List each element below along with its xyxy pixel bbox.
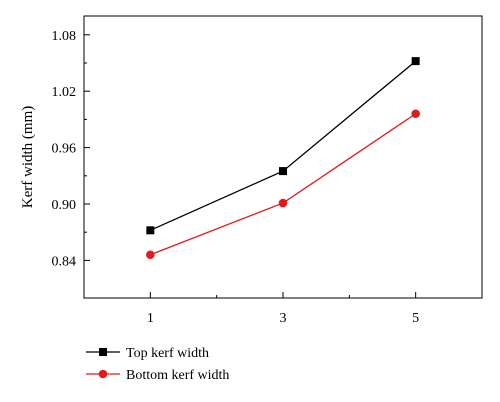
- y-tick-label: 0.96: [52, 142, 77, 157]
- x-axis: 1 3 5: [147, 292, 419, 326]
- legend-marker-square: [99, 348, 107, 356]
- y-tick-label: 0.90: [52, 198, 77, 213]
- data-point-square: [146, 226, 155, 235]
- legend-label: Top kerf width: [126, 346, 209, 361]
- data-point-circle: [278, 198, 288, 208]
- legend-marker-circle: [98, 369, 108, 379]
- series-layer: [146, 57, 420, 260]
- series-bottom-kerf-width: [146, 109, 420, 260]
- y-tick-label: 0.84: [52, 254, 77, 269]
- x-tick-label: 3: [280, 311, 287, 326]
- y-axis-label: Kerf width (mm): [20, 106, 36, 208]
- x-tick-label: 5: [412, 311, 419, 326]
- y-tick-label: 1.08: [52, 29, 77, 44]
- data-point-circle: [146, 250, 155, 260]
- y-axis: 0.84 0.90 0.96 1.02 1.08: [52, 29, 90, 269]
- y-tick-label: 1.02: [52, 85, 77, 100]
- plot-frame: [83, 15, 483, 299]
- legend-item: Bottom kerf width: [86, 368, 229, 383]
- data-point-square: [279, 167, 287, 176]
- series-line: [150, 113, 417, 256]
- data-point-square: [411, 57, 420, 66]
- legend-item: Top kerf width: [86, 346, 209, 361]
- x-tick-label: 1: [147, 311, 154, 326]
- series-top-kerf-width: [146, 57, 420, 235]
- data-point-circle: [411, 109, 420, 119]
- legend-label: Bottom kerf width: [126, 368, 229, 383]
- legend: Top kerf width Bottom kerf width: [86, 346, 229, 383]
